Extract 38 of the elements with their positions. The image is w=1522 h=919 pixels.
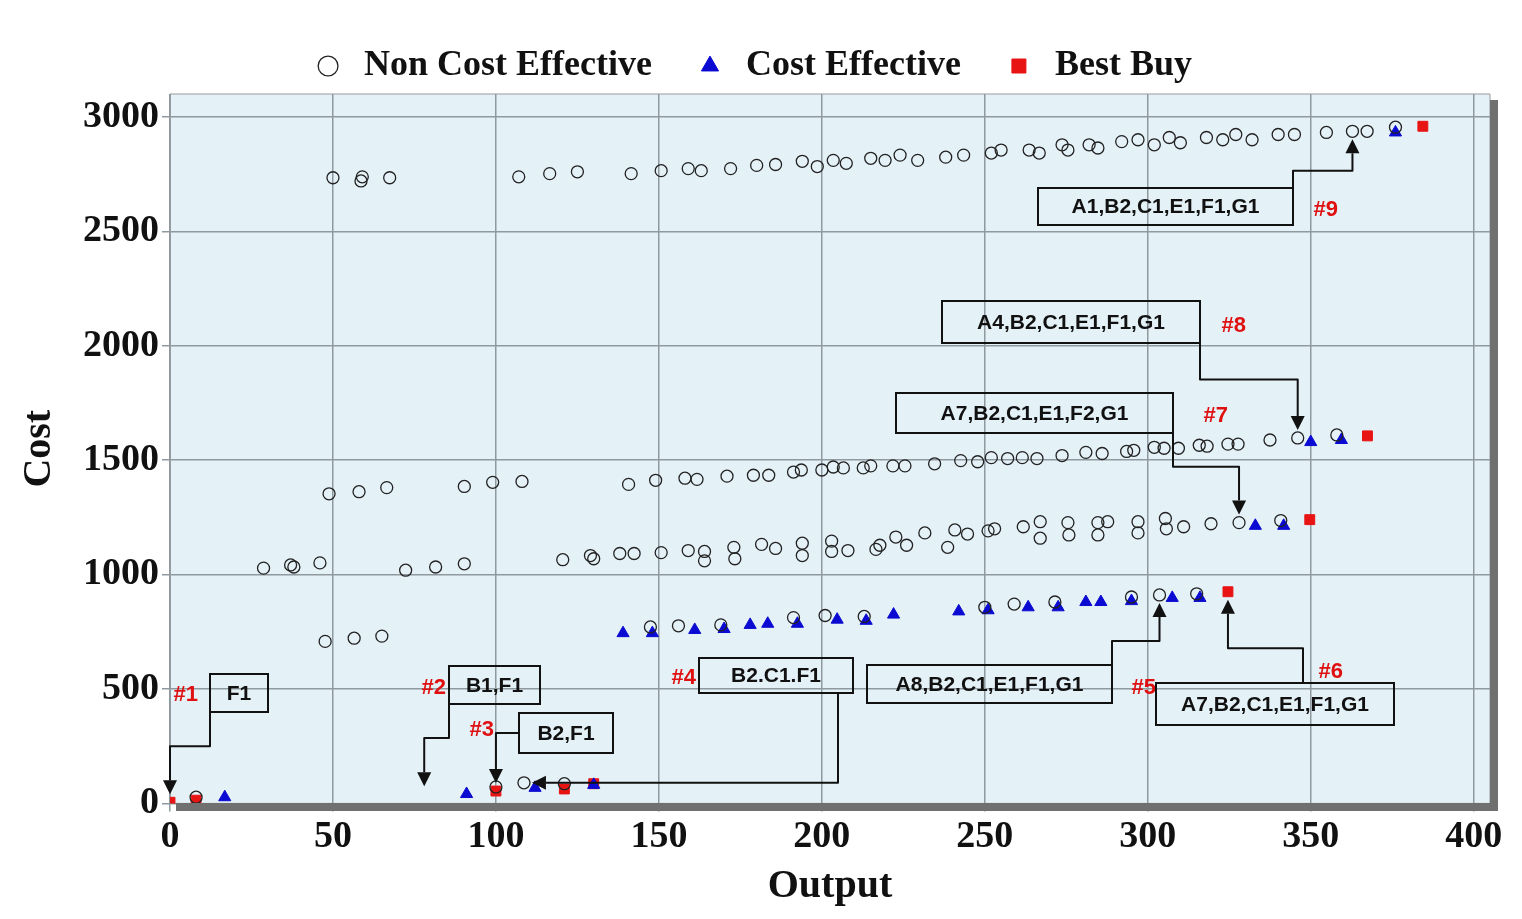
x-axis-title: Output xyxy=(767,861,893,907)
annotation: A1,B2,C1,E1,F1,G1 xyxy=(1071,194,1260,218)
y-tick-label: 1000 xyxy=(83,550,159,593)
x-tick-label: 400 xyxy=(1445,813,1503,856)
y-tick-label: 500 xyxy=(102,664,159,707)
y-tick-label: 1500 xyxy=(83,435,159,478)
y-tick-label: 2000 xyxy=(83,321,159,364)
legend-label: Best Buy xyxy=(1054,43,1192,84)
x-tick-label: 50 xyxy=(313,813,352,856)
x-tick-label: 100 xyxy=(467,813,525,856)
annotation: A8,B2,C1,E1,F1,G1 xyxy=(895,671,1084,695)
annotation: #5 xyxy=(1131,674,1156,700)
y-tick-label: 2500 xyxy=(83,207,159,250)
annotation: #4 xyxy=(671,664,697,690)
annotation: #7 xyxy=(1203,402,1228,428)
annotation: B1,F1 xyxy=(465,672,524,696)
x-tick-label: 250 xyxy=(956,813,1014,856)
legend-label: Cost Effective xyxy=(746,43,961,84)
legend-label: Non Cost Effective xyxy=(364,43,653,84)
x-tick-label: 200 xyxy=(793,813,851,856)
annotation: B2,F1 xyxy=(537,720,595,744)
annotation: A4,B2,C1,E1,F1,G1 xyxy=(977,309,1166,333)
annotation: A7,B2,C1,E1,F2,G1 xyxy=(940,400,1129,424)
annotation: F1 xyxy=(226,680,252,704)
x-tick-label: 350 xyxy=(1282,813,1340,856)
y-axis-title: Cost xyxy=(14,409,60,488)
annotation: #2 xyxy=(421,674,446,700)
annotation: #8 xyxy=(1221,312,1246,338)
annotation: #1 xyxy=(173,681,198,707)
x-tick-label: 150 xyxy=(630,813,688,856)
x-tick-label: 300 xyxy=(1119,813,1177,856)
annotation: #3 xyxy=(469,716,494,742)
annotation: B2.C1.F1 xyxy=(731,663,822,687)
y-tick-label: 0 xyxy=(140,779,159,822)
annotation: A7,B2,C1,E1,F1,G1 xyxy=(1181,691,1370,715)
annotation: #6 xyxy=(1318,658,1343,684)
annotation: #9 xyxy=(1313,196,1338,222)
y-tick-label: 3000 xyxy=(83,92,159,135)
